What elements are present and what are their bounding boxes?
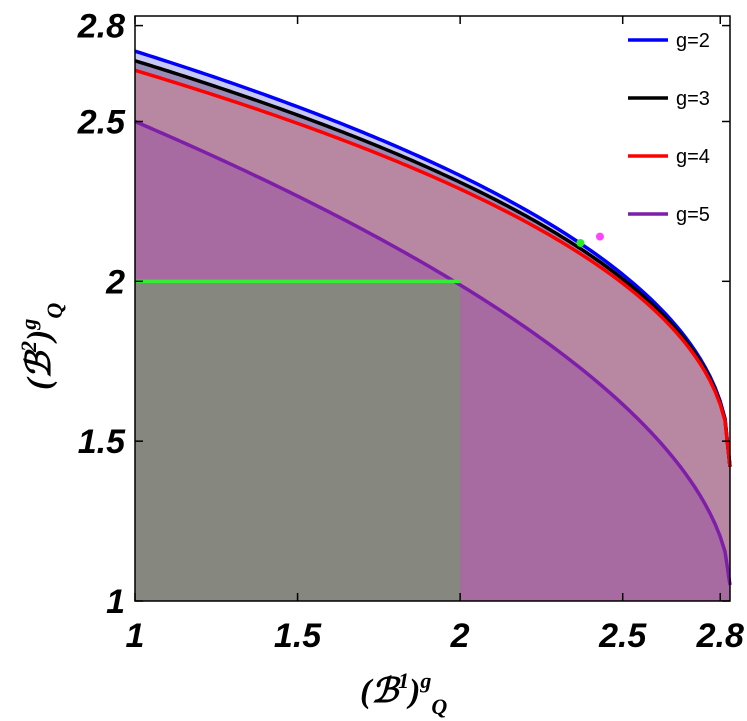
x-tick-label: 1.5 — [274, 617, 322, 655]
x-axis-label: (ℬ1)gQ — [360, 668, 447, 719]
axis-ticks: 1 1.5 2 2.5 2.8 1 1.5 2 2.5 2.8 — [77, 8, 744, 655]
y-tick-label: 1.5 — [78, 423, 126, 461]
curve-g-3 — [134, 59, 732, 467]
x-tick-label: 2 — [450, 617, 470, 655]
y-tick-label: 2.5 — [77, 103, 126, 141]
point-markers — [576, 232, 604, 247]
legend: g=2 g=3 g=4 g=5 — [628, 30, 710, 226]
shaded-box — [135, 281, 461, 601]
y-tick-label: 2.8 — [77, 8, 125, 46]
x-tick-label: 1 — [126, 617, 145, 655]
legend-label-g-5: g=5 — [676, 204, 710, 226]
point-marker — [576, 238, 585, 247]
curve-g-2 — [134, 49, 732, 467]
series-curves — [134, 49, 732, 586]
plot-border — [134, 15, 731, 602]
plot-frame — [134, 15, 731, 602]
curve-g-5 — [134, 119, 732, 586]
y-tick-label: 1 — [106, 583, 125, 621]
legend-label-g-3: g=3 — [676, 88, 710, 110]
curve-g-4 — [134, 68, 732, 467]
x-tick-label: 2.5 — [598, 617, 647, 655]
point-marker — [595, 232, 604, 241]
y-axis-label: (ℬ2)gQ — [16, 303, 67, 390]
legend-label-g-2: g=2 — [676, 30, 710, 52]
gray-region — [135, 281, 461, 601]
legend-label-g-4: g=4 — [676, 146, 710, 168]
x-tick-label: 2.8 — [696, 617, 744, 655]
y-tick-label: 2 — [105, 263, 125, 301]
